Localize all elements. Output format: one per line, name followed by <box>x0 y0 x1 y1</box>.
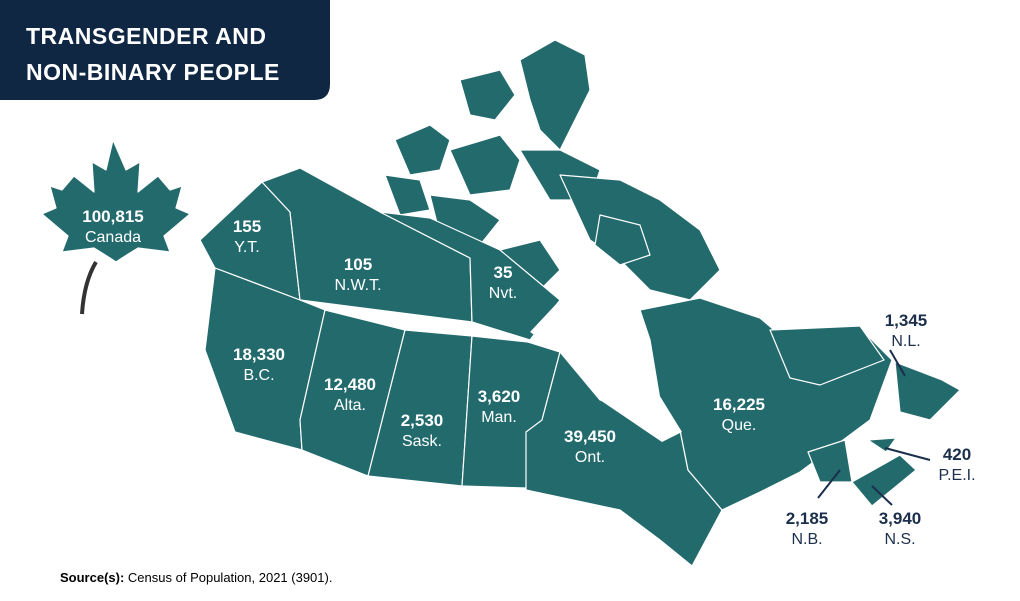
maple-leaf <box>41 139 191 263</box>
region-value: 100,815 <box>82 207 143 226</box>
newfoundland-island <box>894 361 961 421</box>
region-name: Ont. <box>575 449 605 466</box>
region-name: N.B. <box>791 531 822 548</box>
region-name: N.S. <box>884 531 915 548</box>
title-line: NON-BINARY PEOPLE <box>26 59 280 85</box>
region-value: 16,225 <box>713 395 765 414</box>
region-value: 420 <box>943 445 971 464</box>
region-name: B.C. <box>243 367 274 384</box>
region-name: Alta. <box>334 397 366 414</box>
region-value: 2,185 <box>786 509 829 528</box>
region-value: 3,620 <box>478 387 521 406</box>
region-value: 3,940 <box>879 509 922 528</box>
region-value: 18,330 <box>233 345 285 364</box>
region-value: 35 <box>494 263 513 282</box>
source-label: Source(s): <box>60 570 124 585</box>
region-name: Y.T. <box>234 239 260 256</box>
region-value: 2,530 <box>401 411 444 430</box>
newfoundland-labrador <box>769 325 885 386</box>
region-name: Canada <box>85 229 141 246</box>
region-name: N.W.T. <box>334 277 381 294</box>
alberta <box>299 309 406 477</box>
title-line: TRANSGENDER AND <box>26 23 267 49</box>
source: Source(s): Census of Population, 2021 (3… <box>60 570 332 585</box>
arctic-islands <box>384 39 721 301</box>
region-value: 1,345 <box>885 311 928 330</box>
region-name: P.E.I. <box>938 467 975 484</box>
region-name: Que. <box>722 417 757 434</box>
prince-edward-island <box>867 437 897 453</box>
region-value: 12,480 <box>324 375 376 394</box>
region-value: 155 <box>233 217 261 236</box>
region-value: 105 <box>344 255 372 274</box>
labels: 100,815 Canada 155 Y.T. 105 N.W.T. 35 Nvt. 18,33… <box>82 207 975 548</box>
title-box <box>0 0 330 100</box>
region-name: Nvt. <box>489 285 517 302</box>
region-name: Sask. <box>402 433 442 450</box>
region-name: Man. <box>481 409 517 426</box>
nova-scotia <box>851 454 917 507</box>
leader-lines <box>817 349 931 506</box>
hudson-bay <box>530 280 682 442</box>
maple-stem <box>80 260 98 315</box>
region-name: N.L. <box>891 333 920 350</box>
source-text: Census of Population, 2021 (3901). <box>128 570 333 585</box>
region-value: 39,450 <box>564 427 616 446</box>
